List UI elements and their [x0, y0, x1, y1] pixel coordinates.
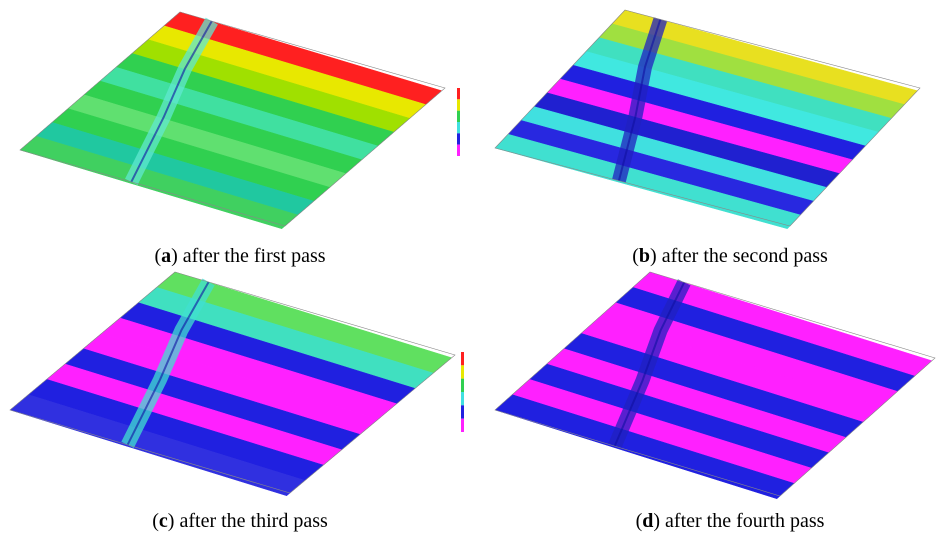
color-scale	[457, 88, 460, 100]
caption-label: b	[638, 245, 651, 267]
plot-outline	[494, 271, 936, 497]
paren: )	[171, 245, 178, 267]
plot-outline	[494, 9, 921, 227]
color-scale	[461, 352, 464, 366]
paren: )	[653, 510, 661, 532]
color-scale	[461, 392, 464, 406]
paren: (	[152, 510, 159, 532]
paren: (	[632, 245, 639, 267]
color-scale	[457, 133, 460, 145]
paren: (	[154, 245, 162, 267]
caption: (c) after the third pass	[152, 510, 328, 533]
caption-text: after the second pass	[661, 245, 828, 267]
plot-outline	[19, 11, 446, 227]
contour-plot	[19, 11, 446, 230]
paren: (	[635, 510, 643, 532]
color-scale	[461, 365, 464, 379]
color-scale	[461, 418, 464, 432]
color-scale	[457, 122, 460, 134]
paren: )	[650, 245, 657, 267]
caption: (b) after the second pass	[632, 245, 828, 268]
crack-line	[130, 20, 213, 183]
contour-plot	[494, 271, 936, 500]
crack-line	[617, 19, 662, 182]
color-scale	[461, 378, 464, 392]
caption-text: after the first pass	[182, 245, 326, 267]
caption: (a) after the first pass	[154, 245, 325, 268]
color-scale	[457, 99, 460, 111]
caption-label: a	[161, 245, 172, 267]
caption-text: after the third pass	[179, 510, 328, 532]
contour-plot	[9, 271, 456, 497]
caption-label: c	[158, 510, 168, 532]
paren: )	[167, 510, 175, 532]
crack-line	[613, 281, 686, 447]
caption-label: d	[642, 510, 654, 532]
caption-text: after the fourth pass	[665, 510, 825, 532]
color-scale	[457, 144, 460, 156]
contour-plot	[494, 9, 921, 230]
plot-outline	[9, 271, 456, 494]
color-scale	[457, 110, 460, 122]
caption: (d) after the fourth pass	[636, 510, 825, 533]
crack-line	[126, 281, 210, 446]
color-scale	[461, 405, 464, 419]
